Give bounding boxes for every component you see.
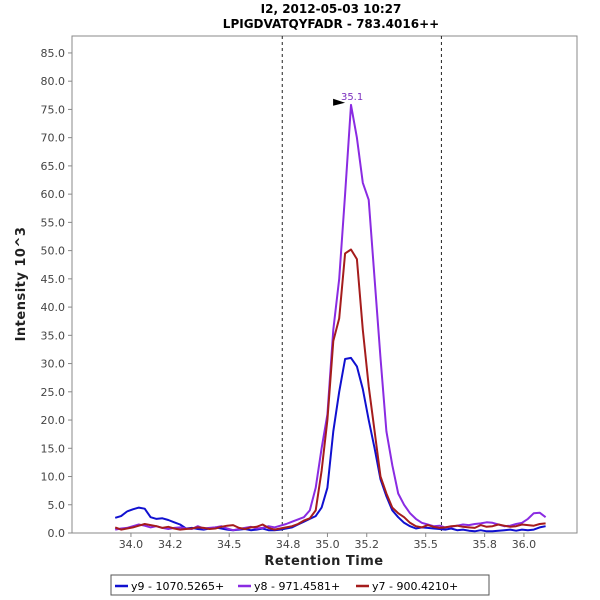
series-line-y7 <box>114 248 546 531</box>
y-tick-label: 40.0 <box>41 301 66 314</box>
y-tick-label: 15.0 <box>41 442 66 455</box>
x-tick-label: 35.5 <box>413 538 438 551</box>
chart-title: I2, 2012-05-03 10:27 <box>261 2 402 16</box>
peak-label: 35.1 <box>341 92 363 103</box>
legend-label: y9 - 1070.5265+ <box>131 580 224 593</box>
y-tick-label: 10.0 <box>41 471 66 484</box>
y-tick-label: 45.0 <box>41 273 66 286</box>
x-tick-label: 36.0 <box>512 538 537 551</box>
x-tick-label: 34.0 <box>119 538 144 551</box>
x-tick-label: 35.8 <box>472 538 497 551</box>
y-tick-label: 80.0 <box>41 75 66 88</box>
integration-boundaries <box>281 36 442 533</box>
y-tick-label: 50.0 <box>41 245 66 258</box>
y-tick-label: 35.0 <box>41 329 66 342</box>
y-tick-label: 0.0 <box>48 527 66 540</box>
y-tick-label: 20.0 <box>41 414 66 427</box>
legend-items: y9 - 1070.5265+ y8 - 971.4581+ y7 - 900.42… <box>115 580 458 593</box>
y-tick-label: 25.0 <box>41 386 66 399</box>
plot-area <box>71 35 578 534</box>
legend <box>110 574 490 596</box>
chart-subtitle: LPIGDVATQYFADR - 783.4016++ <box>223 17 439 31</box>
series-lines <box>114 103 547 533</box>
x-axis: 34.0 34.2 34.5 34.8 35.0 35.2 35.5 35.8 36.0 <box>119 533 536 551</box>
y-tick-label: 85.0 <box>41 47 66 60</box>
legend-label: y7 - 900.4210+ <box>372 580 458 593</box>
peak-arrow-icon <box>333 98 346 106</box>
y-tick-label: 70.0 <box>41 132 66 145</box>
y-tick-label: 30.0 <box>41 358 66 371</box>
x-tick-label: 34.2 <box>158 538 183 551</box>
x-axis-label: Retention Time <box>264 554 383 569</box>
x-tick-label: 35.0 <box>315 538 340 551</box>
x-tick-label: 34.5 <box>217 538 242 551</box>
x-tick-label: 35.2 <box>354 538 379 551</box>
y-tick-label: 5.0 <box>48 499 66 512</box>
peak-annotation: 35.1 <box>333 92 363 106</box>
legend-label: y8 - 971.4581+ <box>254 580 340 593</box>
x-tick-label: 34.8 <box>276 538 301 551</box>
y-axis: 0.0 5.0 10.0 15.0 20.0 25.0 30.0 35.0 40.0 45.0 50… <box>41 47 72 540</box>
y-tick-label: 60.0 <box>41 188 66 201</box>
y-tick-label: 55.0 <box>41 216 66 229</box>
y-tick-label: 75.0 <box>41 103 66 116</box>
y-tick-label: 65.0 <box>41 160 66 173</box>
y-axis-label: Intensity 10^3 <box>14 227 29 342</box>
